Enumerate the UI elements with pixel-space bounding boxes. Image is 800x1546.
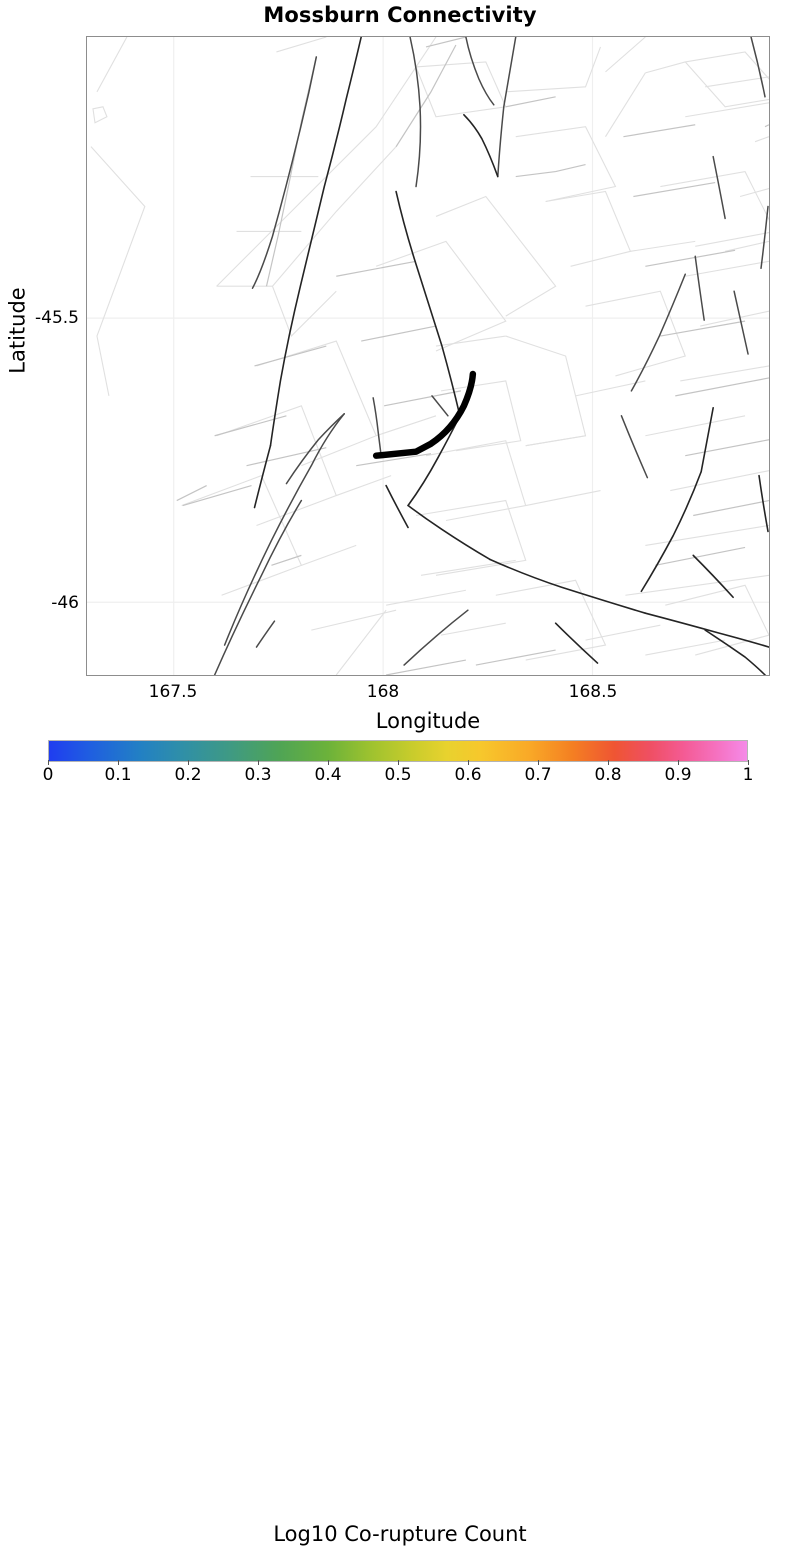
- colorbar-tick-mark: [678, 760, 679, 765]
- colorbar-tick-mark: [258, 760, 259, 765]
- colorbar-tick-mark: [608, 760, 609, 765]
- colorbar-tick-label: 0.1: [104, 765, 132, 785]
- segment-outlines-faint: [90, 37, 769, 675]
- colorbar-tick-label: 0: [42, 765, 54, 785]
- x-tick-label: 168: [366, 682, 400, 702]
- colorbar-tick-label: 0.5: [384, 765, 412, 785]
- map-plot-area[interactable]: [86, 36, 770, 676]
- x-axis-title: Longitude: [375, 709, 481, 733]
- segment-outlines-mid: [176, 37, 769, 675]
- colorbar-tick-mark: [468, 760, 469, 765]
- map-vector-layer: [87, 37, 769, 675]
- y-tick-label: -46: [51, 593, 79, 613]
- y-tick-label: -45.5: [35, 308, 79, 328]
- colorbar-tick-mark: [748, 760, 749, 765]
- colorbar-tick-mark: [538, 760, 539, 765]
- colorbar-tick-label: 0.4: [314, 765, 342, 785]
- colorbar[interactable]: 0 0.1 0.2 0.3 0.4 0.5 0.6 0.7 0.8 0.9 1 Log10 Co-r…: [0, 737, 800, 1546]
- colorbar-tick-label: 0.9: [664, 765, 692, 785]
- x-axis-ticks: 167.5 168 168.5: [0, 684, 800, 706]
- y-axis-ticks: -45.5 -46: [0, 36, 79, 676]
- page-title: Mossburn Connectivity: [263, 3, 537, 27]
- colorbar-tick-label: 0.2: [174, 765, 202, 785]
- colorbar-tick-mark: [48, 760, 49, 765]
- grid-lines: [87, 37, 769, 675]
- x-tick-label: 167.5: [148, 682, 198, 702]
- highlighted-fault-trace: [372, 370, 477, 459]
- colorbar-gradient: [48, 740, 748, 762]
- colorbar-tick-label: 0.3: [244, 765, 272, 785]
- y-axis-title: Latitude: [5, 287, 30, 374]
- figure-canvas: Mossburn Connectivity: [0, 3, 800, 1546]
- colorbar-tick-label: 0.8: [594, 765, 622, 785]
- colorbar-tick-label: 0.6: [454, 765, 482, 785]
- x-tick-label: 168.5: [568, 682, 618, 702]
- colorbar-tick-mark: [188, 760, 189, 765]
- colorbar-ticks: 0 0.1 0.2 0.3 0.4 0.5 0.6 0.7 0.8 0.9 1: [0, 760, 800, 786]
- fault-traces-darkest: [253, 37, 769, 675]
- colorbar-tick-mark: [398, 760, 399, 765]
- fault-traces-dark: [213, 37, 769, 675]
- colorbar-title: Log10 Co-rupture Count: [273, 1522, 527, 1546]
- colorbar-tick-mark: [118, 760, 119, 765]
- colorbar-tick-label: 1: [742, 765, 754, 785]
- colorbar-tick-mark: [328, 760, 329, 765]
- colorbar-tick-label: 0.7: [524, 765, 552, 785]
